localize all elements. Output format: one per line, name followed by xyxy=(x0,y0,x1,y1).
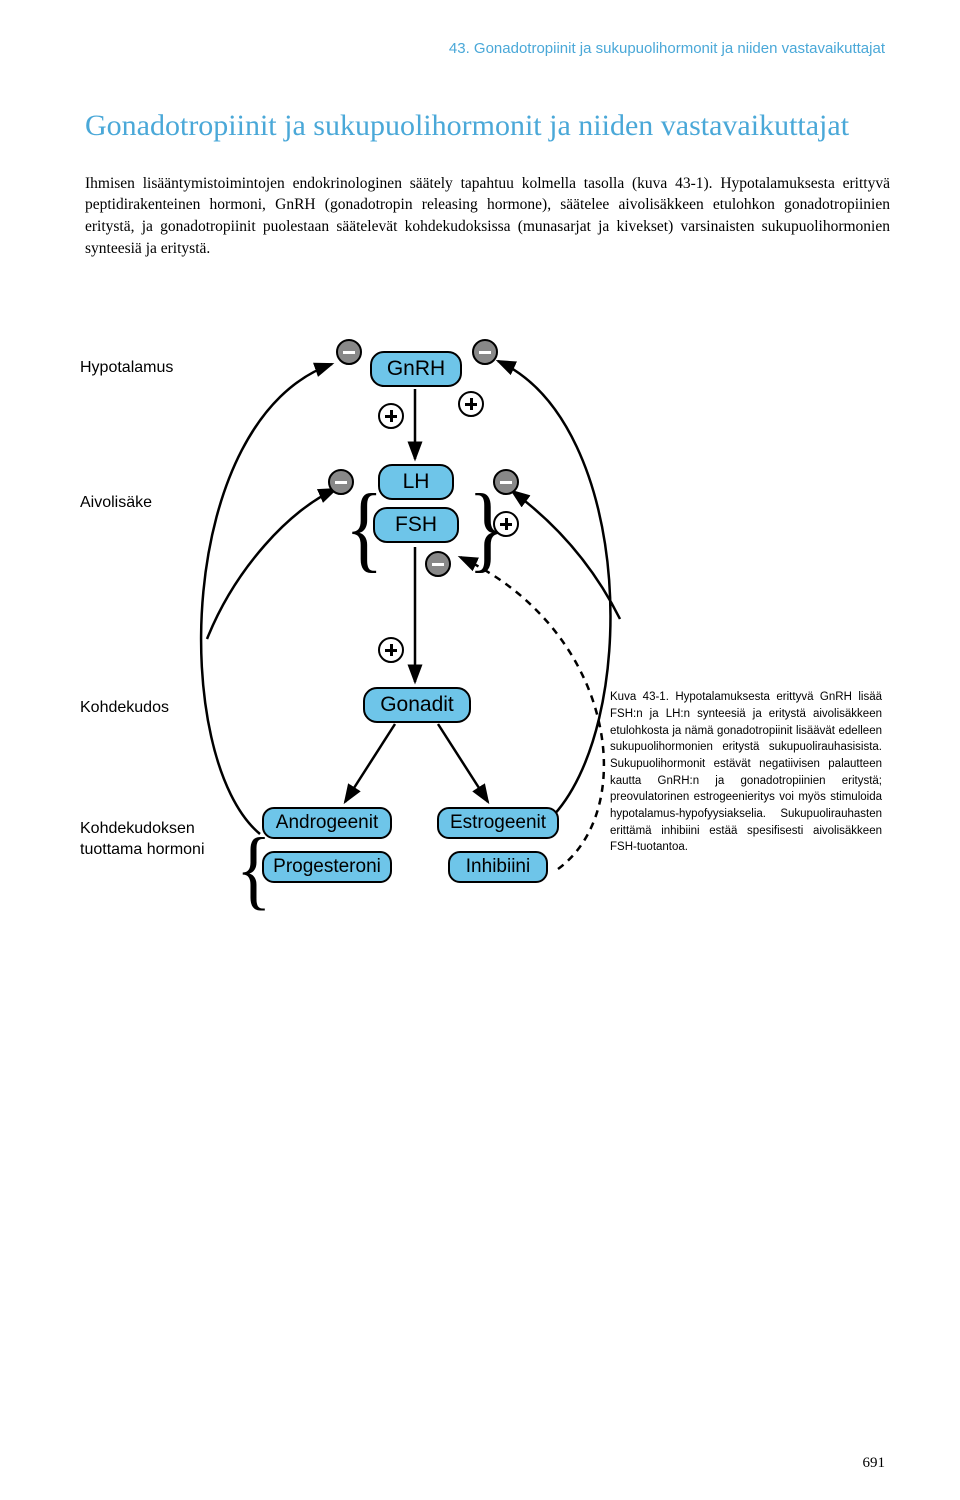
diagram: Hypotalamus Aivolisäke Kohdekudos Kohdek… xyxy=(80,329,880,969)
body-paragraph: Ihmisen lisääntymistoimintojen endokrino… xyxy=(85,173,890,260)
minus-icon xyxy=(336,339,362,365)
running-header: 43. Gonadotropiinit ja sukupuolihormonit… xyxy=(85,40,885,57)
node-fsh: FSH xyxy=(373,507,459,543)
plus-icon xyxy=(493,511,519,537)
brace-bottom: { xyxy=(236,840,272,902)
node-androgens: Androgeenit xyxy=(262,807,392,839)
label-target: Kohdekudos xyxy=(80,699,169,717)
page-title: Gonadotropiinit ja sukupuolihormonit ja … xyxy=(85,107,890,145)
node-inhibin: Inhibiini xyxy=(448,851,548,883)
minus-icon xyxy=(493,469,519,495)
node-gonads: Gonadit xyxy=(363,687,471,723)
plus-icon xyxy=(458,391,484,417)
minus-icon xyxy=(425,551,451,577)
label-pituitary: Aivolisäke xyxy=(80,494,152,512)
page-number: 691 xyxy=(863,1455,886,1472)
plus-icon xyxy=(378,403,404,429)
node-gnrh: GnRH xyxy=(370,351,462,387)
figure-caption: Kuva 43-1. Hypotalamuksesta erittyvä GnR… xyxy=(610,689,882,856)
plus-icon xyxy=(378,637,404,663)
label-product: Kohdekudoksen tuottama hormoni xyxy=(80,819,220,861)
minus-icon xyxy=(472,339,498,365)
label-hypothalamus: Hypotalamus xyxy=(80,359,173,377)
node-lh: LH xyxy=(378,464,454,500)
node-progesterone: Progesteroni xyxy=(262,851,392,883)
node-estrogens: Estrogeenit xyxy=(437,807,559,839)
brace-left: { xyxy=(345,496,383,563)
